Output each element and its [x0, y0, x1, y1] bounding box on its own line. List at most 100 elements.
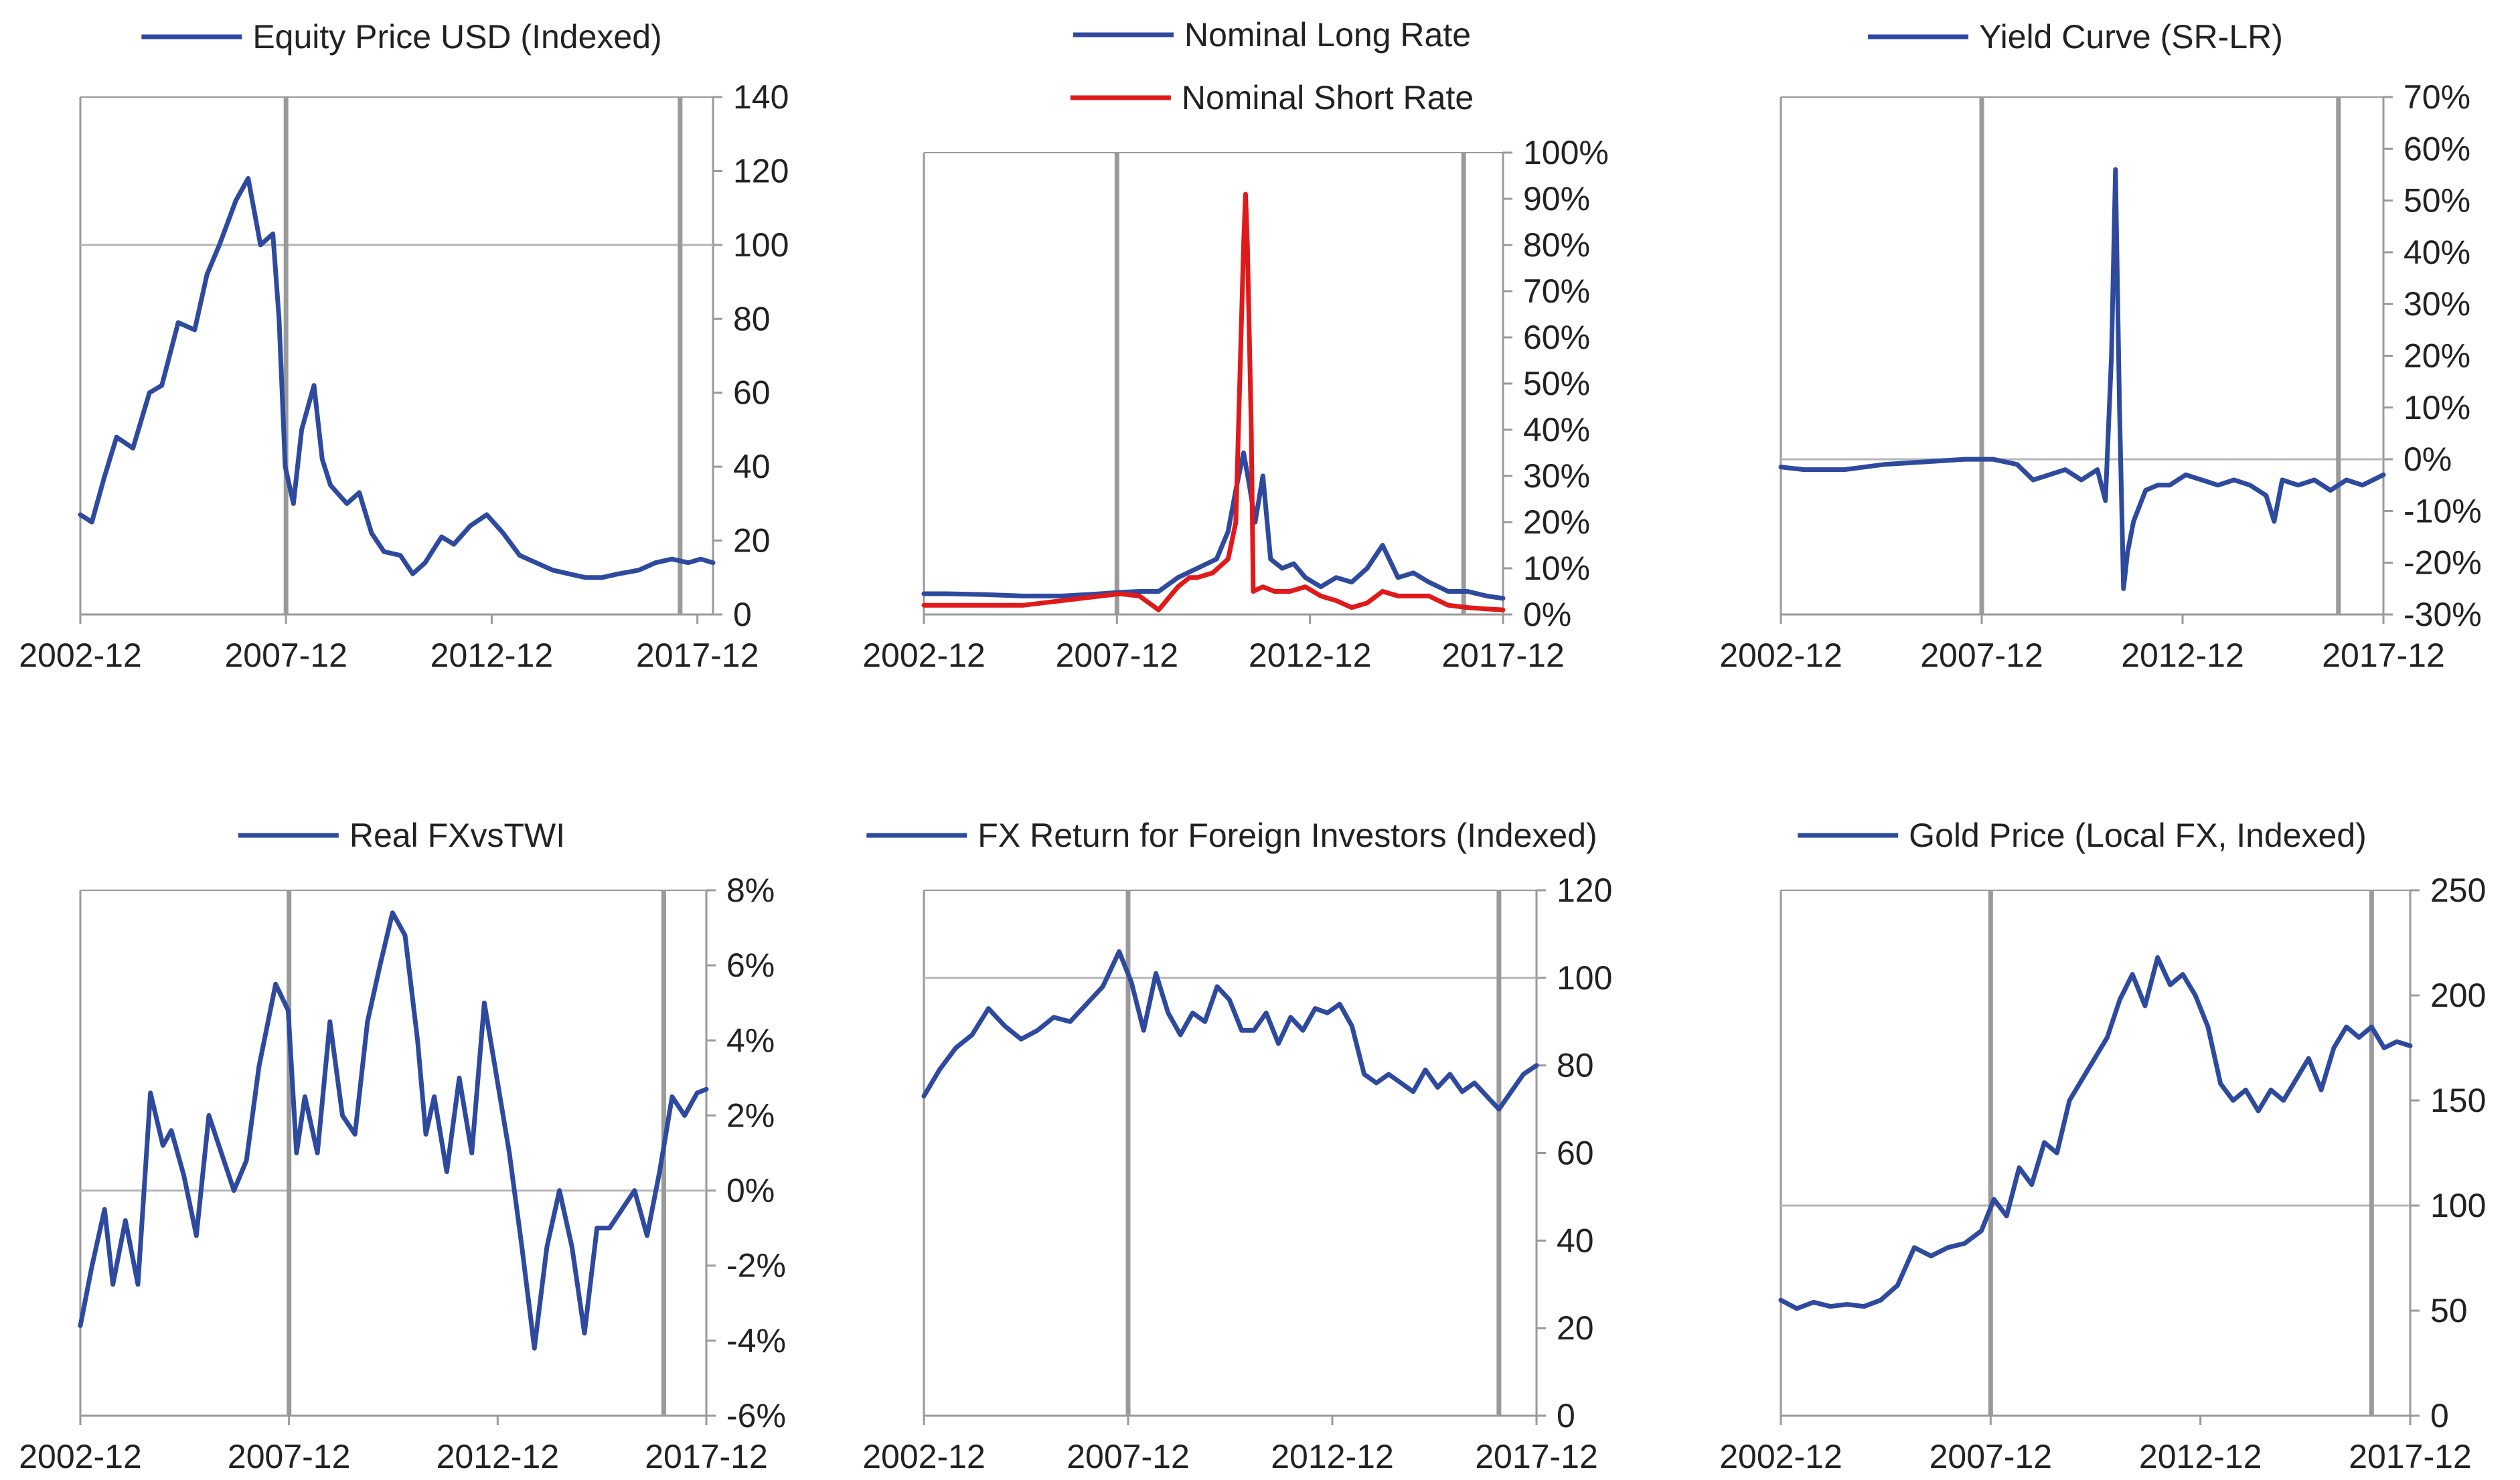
x-tick-label: 2002-12 — [1719, 637, 1842, 674]
x-tick-label: 2007-12 — [1067, 1438, 1190, 1475]
y-tick-label: 250 — [2430, 872, 2486, 909]
y-tick-label: 30% — [2404, 285, 2470, 323]
x-tick-label: 2007-12 — [224, 637, 347, 674]
y-tick-label: 80 — [1557, 1047, 1594, 1084]
x-tick-label: 2002-12 — [19, 1438, 142, 1475]
series-line-blue — [921, 949, 1539, 1112]
y-tick-label: 60% — [2404, 130, 2470, 167]
y-tick-label: 60% — [1523, 319, 1590, 356]
chart-panel-1: 0 20 40 60 80 100 120 140 2002-12 2007-12 2012-12 2… — [19, 18, 789, 674]
y-tick-label: -30% — [2404, 596, 2482, 633]
y-tick-label: 0 — [2430, 1397, 2449, 1434]
chart-panel-3: -30% -20% -10% 0% 10% 20% 30% 40% 50% 60% 70% 2002-… — [1719, 18, 2481, 674]
y-tick-label: 150 — [2430, 1082, 2486, 1119]
legend-entry: Equity Price USD (Indexed) — [141, 18, 662, 56]
x-tick-label: 2002-12 — [19, 637, 142, 674]
y-tick-label: -10% — [2404, 492, 2482, 529]
y-tick-label: 70% — [2404, 78, 2470, 116]
y-tick-label: -20% — [2404, 544, 2482, 582]
y-tick-label: 0% — [726, 1172, 775, 1210]
y-tick-label: 70% — [1523, 272, 1590, 310]
x-tick-label: 2012-12 — [430, 637, 554, 674]
y-tick-label: 140 — [733, 78, 789, 116]
y-tick-label: 80% — [1523, 226, 1590, 264]
y-tick-label: 10% — [2404, 389, 2470, 426]
legend-entry: Nominal Long Rate — [1073, 16, 1471, 54]
x-tick-label: 2002-12 — [1719, 1438, 1842, 1475]
y-tick-label: 200 — [2430, 977, 2486, 1014]
y-tick-label: 20 — [733, 522, 771, 560]
legend-label: Nominal Short Rate — [1182, 79, 1474, 116]
legend-entry: Nominal Short Rate — [1070, 79, 1474, 116]
legend-label: FX Return for Foreign Investors (Indexed… — [977, 817, 1597, 854]
legend-entry: Gold Price (Local FX, Indexed) — [1798, 817, 2367, 854]
legend-label: Gold Price (Local FX, Indexed) — [1909, 817, 2367, 854]
y-tick-label: 50% — [1523, 365, 1590, 402]
x-tick-label: 2012-12 — [437, 1438, 560, 1475]
series-line-blue — [921, 450, 1506, 601]
y-tick-label: 80 — [733, 300, 771, 337]
x-tick-label: 2017-12 — [1475, 1438, 1598, 1475]
y-tick-label: 20% — [2404, 337, 2470, 375]
legend-label: Real FXvsTWI — [349, 817, 565, 854]
y-tick-label: 8% — [726, 872, 775, 909]
x-tick-label: 2012-12 — [2121, 637, 2244, 674]
series-line-blue — [1778, 167, 2386, 591]
legend-label: Equity Price USD (Indexed) — [252, 18, 661, 56]
y-tick-label: 50% — [2404, 182, 2470, 220]
legend-entry: Real FXvsTWI — [238, 817, 565, 854]
x-tick-label: 2017-12 — [636, 637, 759, 674]
chart-panel-2: 0% 10% 20% 30% 40% 50% 60% 70% 80% 90% 100% 2002-12… — [862, 16, 1609, 674]
y-tick-label: 100 — [733, 226, 789, 264]
chart-panel-4: -6% -4% -2% 0% 2% 4% 6% 8% 2002-12 2007-12 2012-12… — [19, 817, 786, 1475]
legend-entry: Yield Curve (SR-LR) — [1868, 18, 2283, 56]
y-tick-label: 120 — [733, 152, 789, 189]
y-tick-label: 100 — [1557, 959, 1612, 997]
x-tick-label: 2007-12 — [1920, 637, 2043, 674]
series-line-blue — [78, 910, 709, 1351]
y-tick-label: 60 — [733, 374, 771, 412]
y-tick-label: 40 — [1557, 1222, 1594, 1259]
x-tick-label: 2002-12 — [862, 637, 986, 674]
y-tick-label: 0% — [2404, 440, 2452, 478]
y-tick-label: 0 — [1557, 1397, 1575, 1434]
y-tick-label: 90% — [1523, 180, 1590, 218]
x-tick-label: 2012-12 — [1271, 1438, 1394, 1475]
series-line-blue — [1778, 955, 2413, 1311]
y-tick-label: 60 — [1557, 1135, 1594, 1172]
y-tick-label: 100% — [1523, 134, 1609, 171]
y-tick-label: 0% — [1523, 596, 1571, 633]
y-tick-label: 40% — [1523, 411, 1590, 448]
x-tick-label: 2017-12 — [1441, 637, 1565, 674]
x-tick-label: 2012-12 — [2139, 1438, 2262, 1475]
series-line-blue — [78, 176, 716, 580]
y-tick-label: 20% — [1523, 503, 1590, 541]
y-tick-label: -2% — [726, 1247, 786, 1285]
x-tick-label: 2017-12 — [2322, 637, 2445, 674]
y-tick-label: 4% — [726, 1021, 775, 1059]
series-line-red — [921, 191, 1506, 612]
legend-label: Nominal Long Rate — [1184, 16, 1471, 54]
y-tick-label: 20 — [1557, 1309, 1594, 1347]
x-tick-label: 2012-12 — [1249, 637, 1372, 674]
y-tick-label: 100 — [2430, 1187, 2486, 1224]
x-tick-label: 2007-12 — [228, 1438, 351, 1475]
y-tick-label: -6% — [726, 1397, 786, 1434]
x-tick-label: 2017-12 — [645, 1438, 768, 1475]
y-tick-label: 40 — [733, 448, 771, 485]
x-tick-label: 2007-12 — [1056, 637, 1179, 674]
y-tick-label: -4% — [726, 1322, 786, 1360]
legend-label: Yield Curve (SR-LR) — [1979, 18, 2283, 56]
chart-panel-5: 0 20 40 60 80 100 120 2002-12 2007-12 2012-12 2017… — [862, 817, 1612, 1475]
legend-entry: FX Return for Foreign Investors (Indexed… — [866, 817, 1597, 854]
x-tick-label: 2002-12 — [862, 1438, 986, 1475]
y-tick-label: 50 — [2430, 1292, 2468, 1329]
y-tick-label: 120 — [1557, 872, 1612, 909]
y-tick-label: 10% — [1523, 550, 1590, 587]
y-tick-label: 6% — [726, 947, 775, 984]
y-tick-label: 0 — [733, 596, 752, 633]
chart-panel-6: 0 50 100 150 200 250 2002-12 2007-12 2012-12 2017… — [1719, 817, 2486, 1475]
x-tick-label: 2007-12 — [1930, 1438, 2053, 1475]
y-tick-label: 2% — [726, 1096, 775, 1134]
